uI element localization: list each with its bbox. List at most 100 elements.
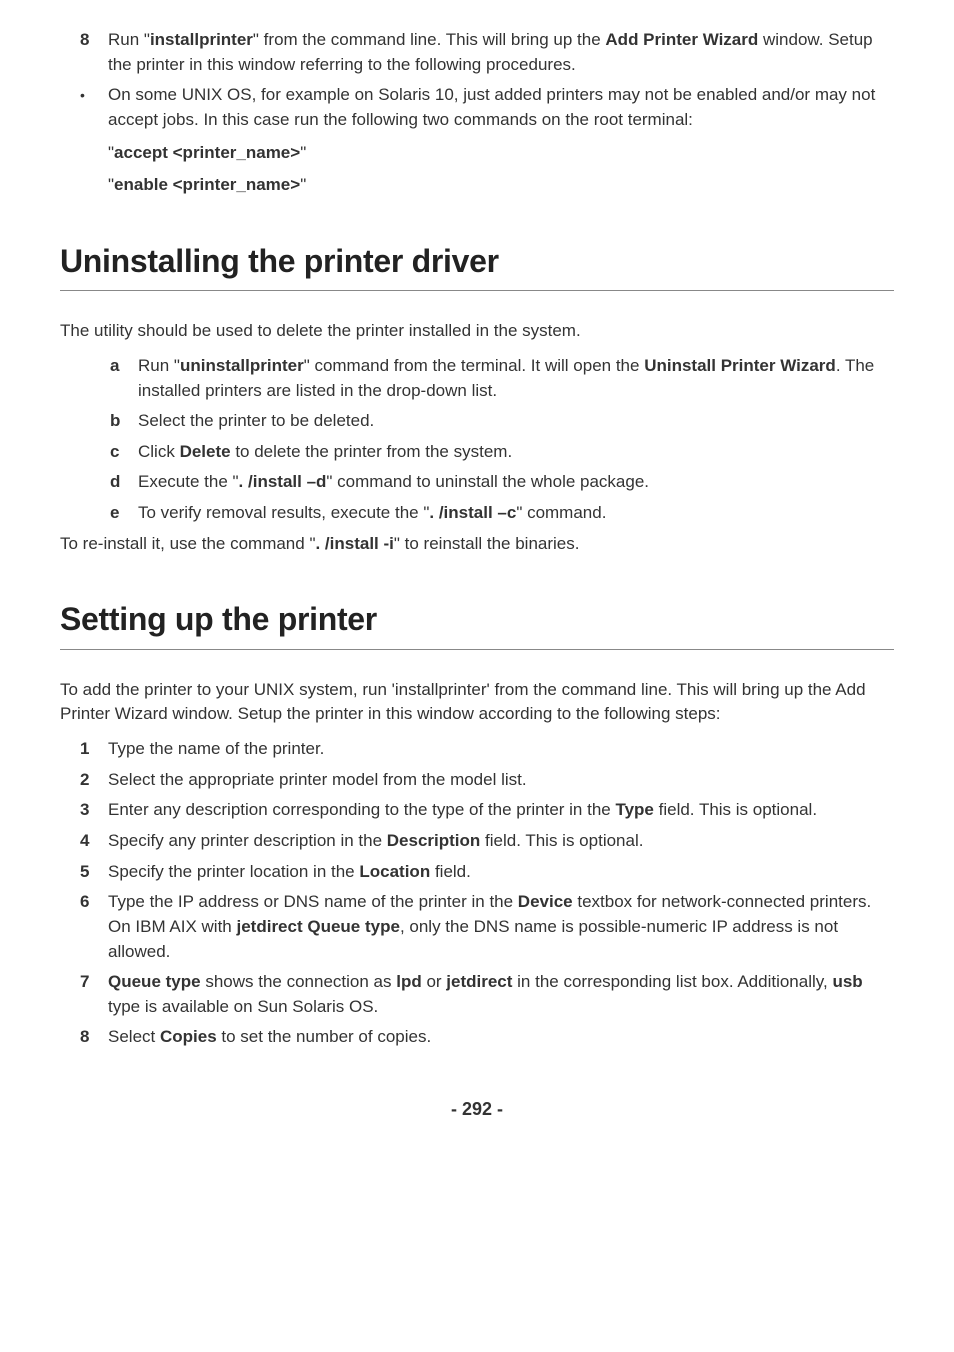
body: Specify the printer location in the Loca… (108, 860, 894, 885)
body: To verify removal results, execute the "… (138, 501, 894, 526)
text-bold: Queue type (108, 972, 201, 991)
text: Run " (108, 30, 150, 49)
step-a: a Run "uninstallprinter" command from th… (60, 354, 894, 403)
text-bold: accept <printer_name> (114, 143, 300, 162)
text-bold: jetdirect Queue type (237, 917, 400, 936)
text: Execute the " (138, 472, 239, 491)
text: Specify any printer description in the (108, 831, 387, 850)
step-8-marker: 8 (80, 28, 108, 77)
text: " (300, 143, 306, 162)
text: Run " (138, 356, 180, 375)
command-enable: "enable <printer_name>" (60, 173, 894, 198)
body: Type the IP address or DNS name of the p… (108, 890, 894, 964)
text-bold: enable <printer_name> (114, 175, 300, 194)
text-bold: uninstallprinter (180, 356, 304, 375)
marker: 4 (80, 829, 108, 854)
marker: d (110, 470, 138, 495)
step-b: b Select the printer to be deleted. (60, 409, 894, 434)
text-bold: Add Printer Wizard (605, 30, 758, 49)
text-bold: Device (518, 892, 573, 911)
marker: c (110, 440, 138, 465)
body: Select the printer to be deleted. (138, 409, 894, 434)
setup-step-2: 2 Select the appropriate printer model f… (60, 768, 894, 793)
marker: 3 (80, 798, 108, 823)
text-bold: Description (387, 831, 481, 850)
step-e: e To verify removal results, execute the… (60, 501, 894, 526)
marker: a (110, 354, 138, 403)
text-bold: Copies (160, 1027, 217, 1046)
body: Click Delete to delete the printer from … (138, 440, 894, 465)
text: " command from the terminal. It will ope… (304, 356, 645, 375)
setup-step-6: 6 Type the IP address or DNS name of the… (60, 890, 894, 964)
command-accept: "accept <printer_name>" (60, 141, 894, 166)
uninstall-intro: The utility should be used to delete the… (60, 319, 894, 344)
text: field. This is optional. (480, 831, 643, 850)
text: shows the connection as (201, 972, 397, 991)
text: field. (430, 862, 471, 881)
step-c: c Click Delete to delete the printer fro… (60, 440, 894, 465)
uninstall-outro: To re-install it, use the command ". /in… (60, 532, 894, 557)
marker: 6 (80, 890, 108, 964)
text: " (300, 175, 306, 194)
text-bold: . /install -i (315, 534, 393, 553)
marker: 8 (80, 1025, 108, 1050)
setup-step-1: 1 Type the name of the printer. (60, 737, 894, 762)
marker: 5 (80, 860, 108, 885)
bullet-note: • On some UNIX OS, for example on Solari… (60, 83, 894, 132)
setup-step-5: 5 Specify the printer location in the Lo… (60, 860, 894, 885)
text-bold: usb (832, 972, 862, 991)
text: To re-install it, use the command " (60, 534, 315, 553)
text-bold: Type (615, 800, 653, 819)
text: " from the command line. This will bring… (253, 30, 605, 49)
text: to delete the printer from the system. (231, 442, 513, 461)
text: Type the IP address or DNS name of the p… (108, 892, 518, 911)
text-bold: jetdirect (446, 972, 512, 991)
setup-step-3: 3 Enter any description corresponding to… (60, 798, 894, 823)
text: Select (108, 1027, 160, 1046)
text: " to reinstall the binaries. (394, 534, 580, 553)
marker: 7 (80, 970, 108, 1019)
step-8: 8 Run "installprinter" from the command … (60, 28, 894, 77)
text-bold: installprinter (150, 30, 253, 49)
text: Enter any description corresponding to t… (108, 800, 615, 819)
text: To verify removal results, execute the " (138, 503, 429, 522)
marker: e (110, 501, 138, 526)
text: Click (138, 442, 180, 461)
marker: b (110, 409, 138, 434)
text: or (422, 972, 447, 991)
bullet-marker: • (80, 83, 108, 132)
marker: 2 (80, 768, 108, 793)
text-bold: . /install –c (429, 503, 516, 522)
body: Specify any printer description in the D… (108, 829, 894, 854)
bullet-body: On some UNIX OS, for example on Solaris … (108, 83, 894, 132)
text: Specify the printer location in the (108, 862, 359, 881)
text-bold: . /install –d (239, 472, 327, 491)
setup-step-7: 7 Queue type shows the connection as lpd… (60, 970, 894, 1019)
body: Type the name of the printer. (108, 737, 894, 762)
setup-step-8: 8 Select Copies to set the number of cop… (60, 1025, 894, 1050)
setup-step-4: 4 Specify any printer description in the… (60, 829, 894, 854)
setup-intro: To add the printer to your UNIX system, … (60, 678, 894, 727)
body: Run "uninstallprinter" command from the … (138, 354, 894, 403)
body: Select Copies to set the number of copie… (108, 1025, 894, 1050)
body: Select the appropriate printer model fro… (108, 768, 894, 793)
body: Enter any description corresponding to t… (108, 798, 894, 823)
text: " command to uninstall the whole package… (326, 472, 649, 491)
text: in the corresponding list box. Additiona… (512, 972, 832, 991)
step-d: d Execute the ". /install –d" command to… (60, 470, 894, 495)
heading-setup: Setting up the printer (60, 596, 894, 642)
rule (60, 649, 894, 650)
text: field. This is optional. (654, 800, 817, 819)
text: to set the number of copies. (217, 1027, 432, 1046)
step-8-body: Run "installprinter" from the command li… (108, 28, 894, 77)
text-bold: Delete (180, 442, 231, 461)
text: type is available on Sun Solaris OS. (108, 997, 378, 1016)
text: " command. (516, 503, 606, 522)
body: Execute the ". /install –d" command to u… (138, 470, 894, 495)
text-bold: Uninstall Printer Wizard (644, 356, 836, 375)
page-number: - 292 - (60, 1096, 894, 1122)
rule (60, 290, 894, 291)
marker: 1 (80, 737, 108, 762)
heading-uninstall: Uninstalling the printer driver (60, 238, 894, 284)
text-bold: lpd (396, 972, 422, 991)
